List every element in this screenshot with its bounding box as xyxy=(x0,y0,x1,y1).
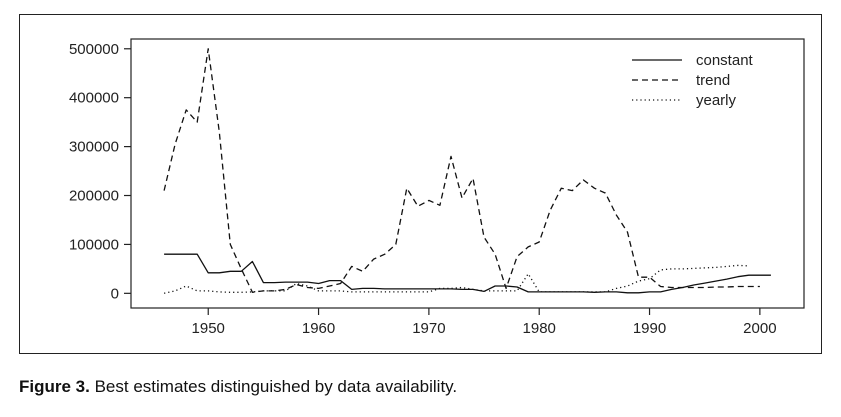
x-tick-label: 1960 xyxy=(302,320,335,337)
figure-caption: Figure 3. Best estimates distinguished b… xyxy=(19,377,457,397)
x-tick-label: 1990 xyxy=(633,320,666,337)
x-tick-label: 1980 xyxy=(523,320,556,337)
y-tick-label: 300000 xyxy=(69,139,119,156)
legend-label-constant: constant xyxy=(696,52,754,69)
plot-area-box xyxy=(130,38,805,309)
x-tick-label: 1950 xyxy=(192,320,225,337)
chart-axes: 1950 1960 1970 1980 1990 2000 0 100000 200000 300… xyxy=(69,38,805,337)
series-line-trend xyxy=(163,48,760,293)
y-tick-label: 500000 xyxy=(69,41,119,58)
legend-label-yearly: yearly xyxy=(696,92,737,109)
y-tick-label: 400000 xyxy=(69,90,119,107)
y-tick-label: 100000 xyxy=(69,236,119,253)
series-line-yearly xyxy=(163,264,749,294)
caption-text: Best estimates distinguished by data ava… xyxy=(89,377,458,396)
x-tick-label: 1970 xyxy=(412,320,445,337)
series-line-constant xyxy=(164,253,771,294)
x-tick-label: 2000 xyxy=(743,320,776,337)
line-chart: 1950 1960 1970 1980 1990 2000 0 100000 200000 300… xyxy=(69,38,805,337)
figure-label: Figure 3. xyxy=(19,377,90,396)
legend-label-trend: trend xyxy=(696,72,730,89)
chart-series xyxy=(163,48,771,294)
y-tick-label: 0 xyxy=(111,285,119,302)
figure-frame: 1950 1960 1970 1980 1990 2000 0 100000 200000 300… xyxy=(19,14,822,354)
y-tick-label: 200000 xyxy=(69,188,119,205)
chart-legend: constant trend yearly xyxy=(632,52,754,109)
